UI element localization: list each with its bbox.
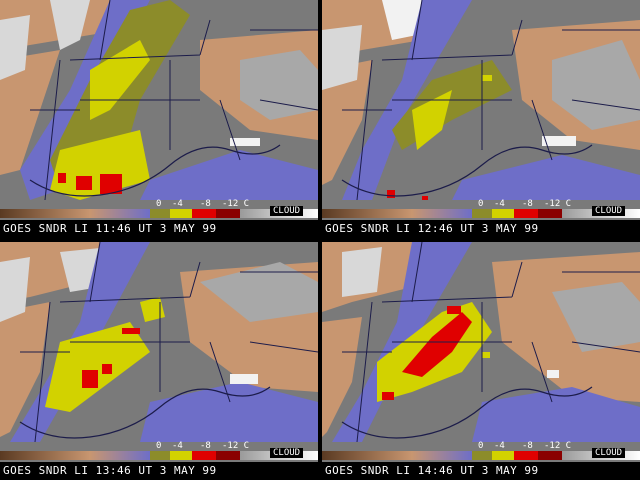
satellite-map-4 (322, 242, 640, 442)
li-panel-4: 0 -4 -8 -12 C CLOUD GOES SNDR LI 14:46 U… (322, 242, 640, 480)
scale-tick-labels: 0 -4 -8 -12 C (322, 200, 640, 209)
panel-caption: GOES SNDR LI 13:46 UT 3 MAY 99 (0, 462, 318, 480)
scale-tick-minus12: -12 C (222, 441, 250, 451)
cloud-label: CLOUD (270, 206, 304, 216)
cloud-label: CLOUD (592, 448, 626, 458)
panel-caption: GOES SNDR LI 14:46 UT 3 MAY 99 (322, 462, 640, 480)
scale-tick-minus8: -8 (522, 441, 533, 451)
scale-tick-labels: 0 -4 -8 -12 C (322, 442, 640, 451)
scale-tick-minus4: -4 (494, 441, 505, 451)
li-color-scale: 0 -4 -8 -12 C CLOUD (0, 200, 318, 218)
scale-tick-minus12: -12 C (222, 199, 250, 209)
li-panel-3: 0 -4 -8 -12 C CLOUD GOES SNDR LI 13:46 U… (0, 242, 318, 480)
li-panel-1: 0 -4 -8 -12 C CLOUD GOES SNDR LI 11:46 U… (0, 0, 318, 238)
scale-tick-minus4: -4 (494, 199, 505, 209)
scale-tick-minus4: -4 (172, 441, 183, 451)
satellite-map-1 (0, 0, 318, 200)
panel-caption: GOES SNDR LI 12:46 UT 3 MAY 99 (322, 220, 640, 238)
scale-tick-0: 0 (478, 199, 484, 209)
scale-tick-minus12: -12 C (544, 199, 572, 209)
li-color-scale: 0 -4 -8 -12 C CLOUD (322, 442, 640, 460)
scale-tick-minus12: -12 C (544, 441, 572, 451)
horizontal-divider (0, 238, 640, 242)
satellite-map-2 (322, 0, 640, 200)
li-panel-2: 0 -4 -8 -12 C CLOUD GOES SNDR LI 12:46 U… (322, 0, 640, 238)
scale-tick-0: 0 (478, 441, 484, 451)
cloud-label: CLOUD (592, 206, 626, 216)
scale-tick-0: 0 (156, 441, 162, 451)
scale-tick-labels: 0 -4 -8 -12 C (0, 200, 318, 209)
panel-caption: GOES SNDR LI 11:46 UT 3 MAY 99 (0, 220, 318, 238)
scale-tick-minus8: -8 (522, 199, 533, 209)
scale-tick-minus8: -8 (200, 441, 211, 451)
li-color-scale: 0 -4 -8 -12 C CLOUD (0, 442, 318, 460)
satellite-map-3 (0, 242, 318, 442)
scale-tick-minus8: -8 (200, 199, 211, 209)
scale-tick-labels: 0 -4 -8 -12 C (0, 442, 318, 451)
li-color-scale: 0 -4 -8 -12 C CLOUD (322, 200, 640, 218)
scale-tick-0: 0 (156, 199, 162, 209)
scale-tick-minus4: -4 (172, 199, 183, 209)
cloud-label: CLOUD (270, 448, 304, 458)
